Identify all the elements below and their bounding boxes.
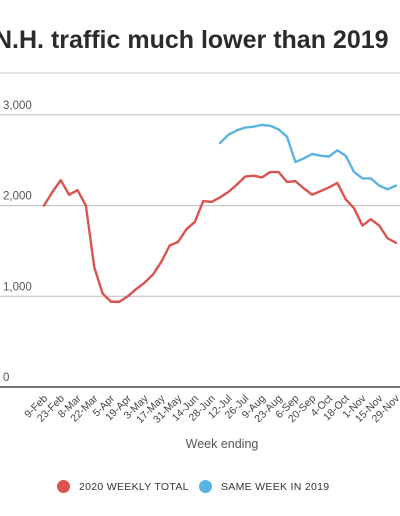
- legend: 2020 WEEKLY TOTAL SAME WEEK IN 2019: [0, 480, 400, 500]
- legend-label-2020: 2020 WEEKLY TOTAL: [79, 480, 189, 493]
- y-tick-label: 2,000: [3, 191, 32, 203]
- series-line-2019: [218, 123, 398, 191]
- y-tick-label: 1,000: [3, 281, 32, 293]
- legend-dot-2019: [199, 480, 212, 493]
- legend-label-2019: SAME WEEK IN 2019: [221, 480, 330, 493]
- x-tick-labels: 9-Feb23-Feb8-Mar22-Mar5-Apr19-Apr3-May17…: [22, 392, 400, 426]
- legend-item-2019: SAME WEEK IN 2019: [199, 480, 329, 493]
- y-tick-label: 3,000: [3, 100, 32, 112]
- y-tick-labels: 0 1,000 2,000 3,000: [3, 100, 32, 384]
- chart-title: N.H. traffic much lower than 2019: [0, 26, 389, 54]
- title-divider: [0, 72, 400, 74]
- grid-lines: [0, 114, 400, 388]
- x-axis-label: Week ending: [186, 437, 259, 451]
- legend-item-2020: 2020 WEEKLY TOTAL: [57, 480, 189, 493]
- legend-dot-2020: [57, 480, 70, 493]
- y-tick-label: 0: [3, 372, 9, 384]
- series-line-2020: [42, 170, 398, 303]
- series-lines: [42, 123, 398, 303]
